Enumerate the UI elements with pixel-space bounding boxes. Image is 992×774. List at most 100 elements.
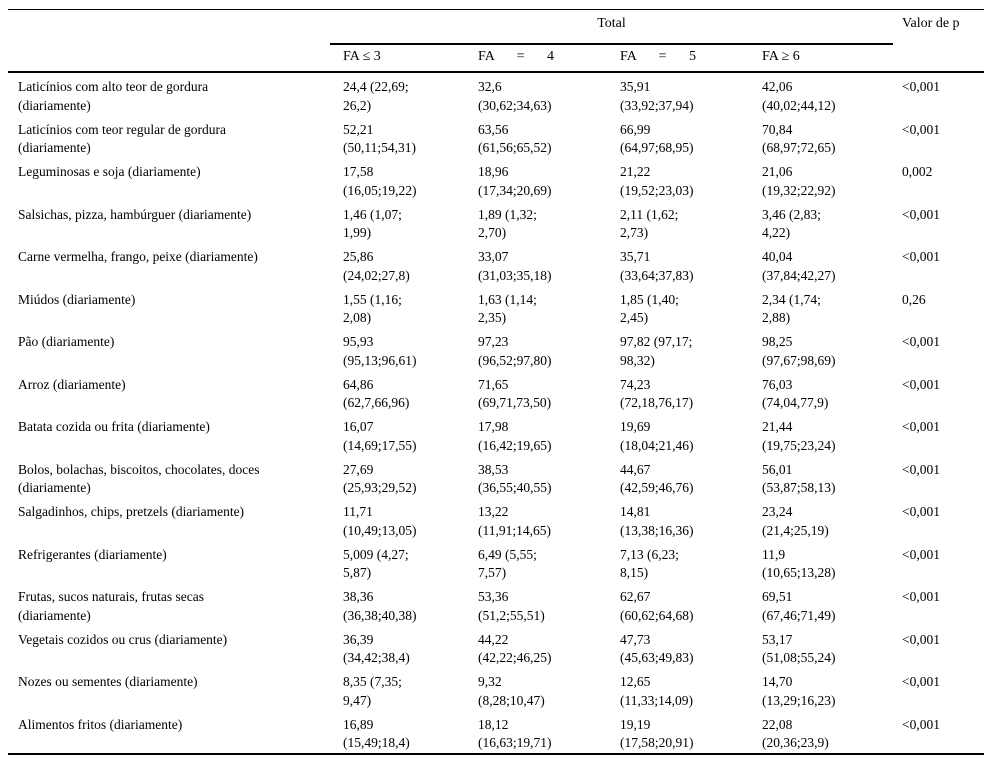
column-header-fa-le-3: FA ≤ 3 — [343, 49, 381, 64]
value-fa-le-3: 16,89 (15,49;18,4) — [343, 716, 410, 751]
food-item-label: Arroz (diariamente) — [18, 376, 126, 392]
food-item-label: Alimentos fritos (diariamente) — [18, 716, 183, 732]
value-fa-eq-5: 12,65 (11,33;14,09) — [620, 674, 693, 708]
value-fa-le-3: 25,86 (24,02;27,8) — [343, 249, 410, 283]
value-fa-eq-4: 32,6 (30,62;34,63) — [478, 79, 552, 113]
value-fa-eq-5: 97,82 (97,17; 98,32) — [620, 334, 693, 368]
value-fa-eq-5: 14,81 (13,38;16,36) — [620, 504, 694, 538]
p-value: <0,001 — [902, 79, 940, 94]
value-fa-eq-5: 19,69 (18,04;21,46) — [620, 419, 694, 453]
p-value: <0,001 — [902, 631, 940, 647]
table-row: Carne vermelha, frango, peixe (diariamen… — [8, 243, 984, 286]
value-fa-le-3: 1,46 (1,07; 1,99) — [343, 206, 402, 241]
value-fa-eq-4: 38,53 (36,55;40,55) — [478, 461, 552, 496]
food-item-label: Miúdos (diariamente) — [18, 291, 136, 307]
value-fa-eq-4: 44,22 (42,22;46,25) — [478, 631, 552, 666]
p-value: <0,001 — [902, 461, 940, 477]
value-fa-eq-5: 35,71 (33,64;37,83) — [620, 249, 694, 283]
value-fa-ge-6: 76,03 (74,04,77,9) — [762, 376, 829, 411]
value-fa-ge-6: 2,34 (1,74; 2,88) — [762, 291, 821, 326]
table-row: Batata cozida ou frita (diariamente) 16,… — [8, 413, 984, 456]
p-value: <0,001 — [902, 504, 940, 519]
value-fa-eq-4: 17,98 (16,42;19,65) — [478, 419, 552, 453]
value-fa-eq-4: 18,96 (17,34;20,69) — [478, 164, 552, 198]
value-fa-le-3: 27,69 (25,93;29,52) — [343, 461, 417, 496]
value-fa-eq-5: 19,19 (17,58;20,91) — [620, 716, 694, 751]
table-row: Frutas, sucos naturais, frutas secas (di… — [8, 583, 984, 626]
value-fa-ge-6: 3,46 (2,83; 4,22) — [762, 206, 821, 241]
value-fa-eq-5: 7,13 (6,23; 8,15) — [620, 546, 679, 581]
value-fa-le-3: 1,55 (1,16; 2,08) — [343, 291, 402, 326]
value-fa-le-3: 24,4 (22,69; 26,2) — [343, 79, 409, 113]
value-fa-eq-4: 63,56 (61,56;65,52) — [478, 121, 552, 156]
value-fa-ge-6: 23,24 (21,4;25,19) — [762, 504, 829, 538]
food-item-label: Salgadinhos, chips, pretzels (diariament… — [18, 504, 245, 519]
value-fa-ge-6: 42,06 (40,02;44,12) — [762, 79, 836, 113]
value-fa-ge-6: 40,04 (37,84;42,27) — [762, 249, 836, 283]
food-item-label: Salsichas, pizza, hambúrguer (diariament… — [18, 206, 252, 222]
p-value: <0,001 — [902, 419, 940, 434]
table-row: Vegetais cozidos ou crus (diariamente) 3… — [8, 626, 984, 669]
value-fa-ge-6: 69,51 (67,46;71,49) — [762, 589, 836, 623]
value-fa-eq-4: 13,22 (11,91;14,65) — [478, 504, 551, 538]
value-fa-eq-5: 1,85 (1,40; 2,45) — [620, 291, 679, 326]
subheader-empty-cell — [8, 45, 343, 71]
value-fa-eq-4: 18,12 (16,63;19,71) — [478, 716, 552, 751]
value-fa-ge-6: 22,08 (20,36;23,9) — [762, 716, 829, 751]
p-value: <0,001 — [902, 249, 940, 264]
p-value: <0,001 — [902, 334, 940, 349]
value-fa-le-3: 38,36 (36,38;40,38) — [343, 589, 417, 623]
value-fa-eq-4: 33,07 (31,03;35,18) — [478, 249, 552, 283]
value-fa-le-3: 52,21 (50,11;54,31) — [343, 121, 416, 156]
value-fa-ge-6: 21,06 (19,32;22,92) — [762, 164, 836, 198]
table-row: Salsichas, pizza, hambúrguer (diariament… — [8, 201, 984, 244]
table-row: Bolos, bolachas, biscoitos, chocolates, … — [8, 456, 984, 499]
food-item-label: Laticínios com alto teor de gordura (dia… — [18, 79, 209, 113]
value-fa-le-3: 8,35 (7,35; 9,47) — [343, 674, 402, 708]
p-value: 0,26 — [902, 291, 926, 307]
table-row: Nozes ou sementes (diariamente) 8,35 (7,… — [8, 668, 984, 711]
value-fa-eq-4: 53,36 (51,2;55,51) — [478, 589, 545, 623]
table-subheader-row: FA ≤ 3 FA = 4 FA = 5 FA ≥ 6 — [8, 45, 984, 73]
column-header-fa-eq-5: FA = 5 — [620, 49, 696, 64]
column-header-fa-ge-6: FA ≥ 6 — [762, 49, 800, 64]
value-fa-le-3: 16,07 (14,69;17,55) — [343, 419, 417, 453]
value-fa-eq-4: 9,32 (8,28;10,47) — [478, 674, 545, 708]
value-fa-eq-5: 2,11 (1,62; 2,73) — [620, 206, 679, 241]
value-fa-ge-6: 56,01 (53,87;58,13) — [762, 461, 836, 496]
food-item-label: Leguminosas e soja (diariamente) — [18, 164, 201, 179]
p-value: <0,001 — [902, 674, 940, 689]
value-fa-ge-6: 11,9 (10,65;13,28) — [762, 546, 836, 581]
value-fa-eq-5: 44,67 (42,59;46,76) — [620, 461, 694, 496]
food-item-label: Bolos, bolachas, biscoitos, chocolates, … — [18, 461, 260, 496]
value-fa-le-3: 95,93 (95,13;96,61) — [343, 334, 417, 368]
value-fa-ge-6: 98,25 (97,67;98,69) — [762, 334, 836, 368]
table-row: Pão (diariamente) 95,93 (95,13;96,61) 97… — [8, 328, 984, 371]
header-empty-cell — [8, 10, 343, 45]
food-item-label: Laticínios com teor regular de gordura (… — [18, 121, 227, 156]
food-item-label: Carne vermelha, frango, peixe (diariamen… — [18, 249, 258, 264]
value-fa-le-3: 36,39 (34,42;38,4) — [343, 631, 410, 666]
food-item-label: Nozes ou sementes (diariamente) — [18, 674, 198, 689]
value-fa-eq-5: 35,91 (33,92;37,94) — [620, 79, 694, 113]
table-row: Laticínios com teor regular de gordura (… — [8, 116, 984, 159]
value-fa-ge-6: 53,17 (51,08;55,24) — [762, 631, 836, 666]
table-row: Refrigerantes (diariamente) 5,009 (4,27;… — [8, 541, 984, 584]
value-fa-eq-4: 71,65 (69,71,73,50) — [478, 376, 552, 411]
subheader-empty-cell — [902, 45, 984, 71]
value-fa-eq-4: 1,63 (1,14; 2,35) — [478, 291, 537, 326]
value-fa-eq-4: 1,89 (1,32; 2,70) — [478, 206, 537, 241]
value-fa-le-3: 64,86 (62,7,66,96) — [343, 376, 410, 411]
table-header-row-total: Total Valor de p — [8, 10, 984, 45]
value-fa-eq-5: 47,73 (45,63;49,83) — [620, 631, 694, 666]
value-fa-eq-4: 6,49 (5,55; 7,57) — [478, 546, 537, 581]
p-value: 0,002 — [902, 164, 933, 179]
column-header-fa-eq-4: FA = 4 — [478, 49, 554, 64]
value-fa-le-3: 11,71 (10,49;13,05) — [343, 504, 417, 538]
table-row: Arroz (diariamente) 64,86 (62,7,66,96) 7… — [8, 371, 984, 414]
value-fa-ge-6: 14,70 (13,29;16,23) — [762, 674, 836, 708]
table-row: Laticínios com alto teor de gordura (dia… — [8, 73, 984, 116]
value-fa-le-3: 5,009 (4,27; 5,87) — [343, 546, 409, 581]
food-item-label: Vegetais cozidos ou crus (diariamente) — [18, 631, 228, 647]
total-column-group-header: Total — [330, 10, 893, 45]
